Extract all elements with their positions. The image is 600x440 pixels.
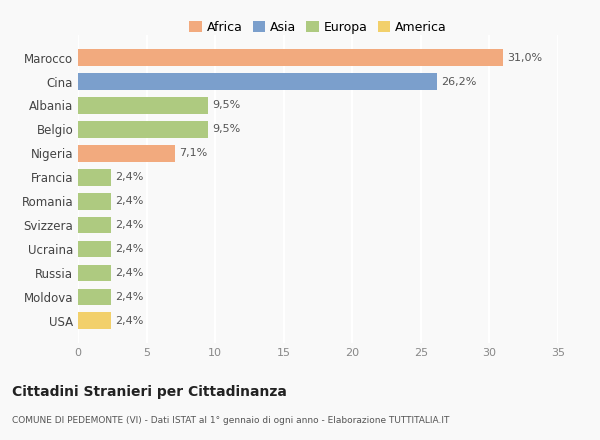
Bar	[78, 241, 111, 257]
Text: COMUNE DI PEDEMONTE (VI) - Dati ISTAT al 1° gennaio di ogni anno - Elaborazione : COMUNE DI PEDEMONTE (VI) - Dati ISTAT al…	[12, 416, 449, 425]
Bar	[78, 49, 503, 66]
Bar	[78, 97, 208, 114]
Bar	[78, 73, 437, 90]
Text: 2,4%: 2,4%	[115, 316, 143, 326]
Bar	[78, 193, 111, 209]
Bar	[78, 289, 111, 305]
Bar	[78, 169, 111, 186]
Bar	[78, 145, 175, 161]
Bar	[78, 264, 111, 281]
Legend: Africa, Asia, Europa, America: Africa, Asia, Europa, America	[185, 17, 451, 38]
Bar	[78, 217, 111, 234]
Bar	[78, 121, 208, 138]
Text: 2,4%: 2,4%	[115, 172, 143, 182]
Text: 2,4%: 2,4%	[115, 268, 143, 278]
Text: Cittadini Stranieri per Cittadinanza: Cittadini Stranieri per Cittadinanza	[12, 385, 287, 399]
Text: 31,0%: 31,0%	[507, 52, 542, 62]
Text: 7,1%: 7,1%	[179, 148, 208, 158]
Bar	[78, 312, 111, 329]
Text: 9,5%: 9,5%	[212, 125, 241, 134]
Text: 2,4%: 2,4%	[115, 196, 143, 206]
Text: 9,5%: 9,5%	[212, 100, 241, 110]
Text: 26,2%: 26,2%	[442, 77, 477, 87]
Text: 2,4%: 2,4%	[115, 292, 143, 302]
Text: 2,4%: 2,4%	[115, 220, 143, 230]
Text: 2,4%: 2,4%	[115, 244, 143, 254]
